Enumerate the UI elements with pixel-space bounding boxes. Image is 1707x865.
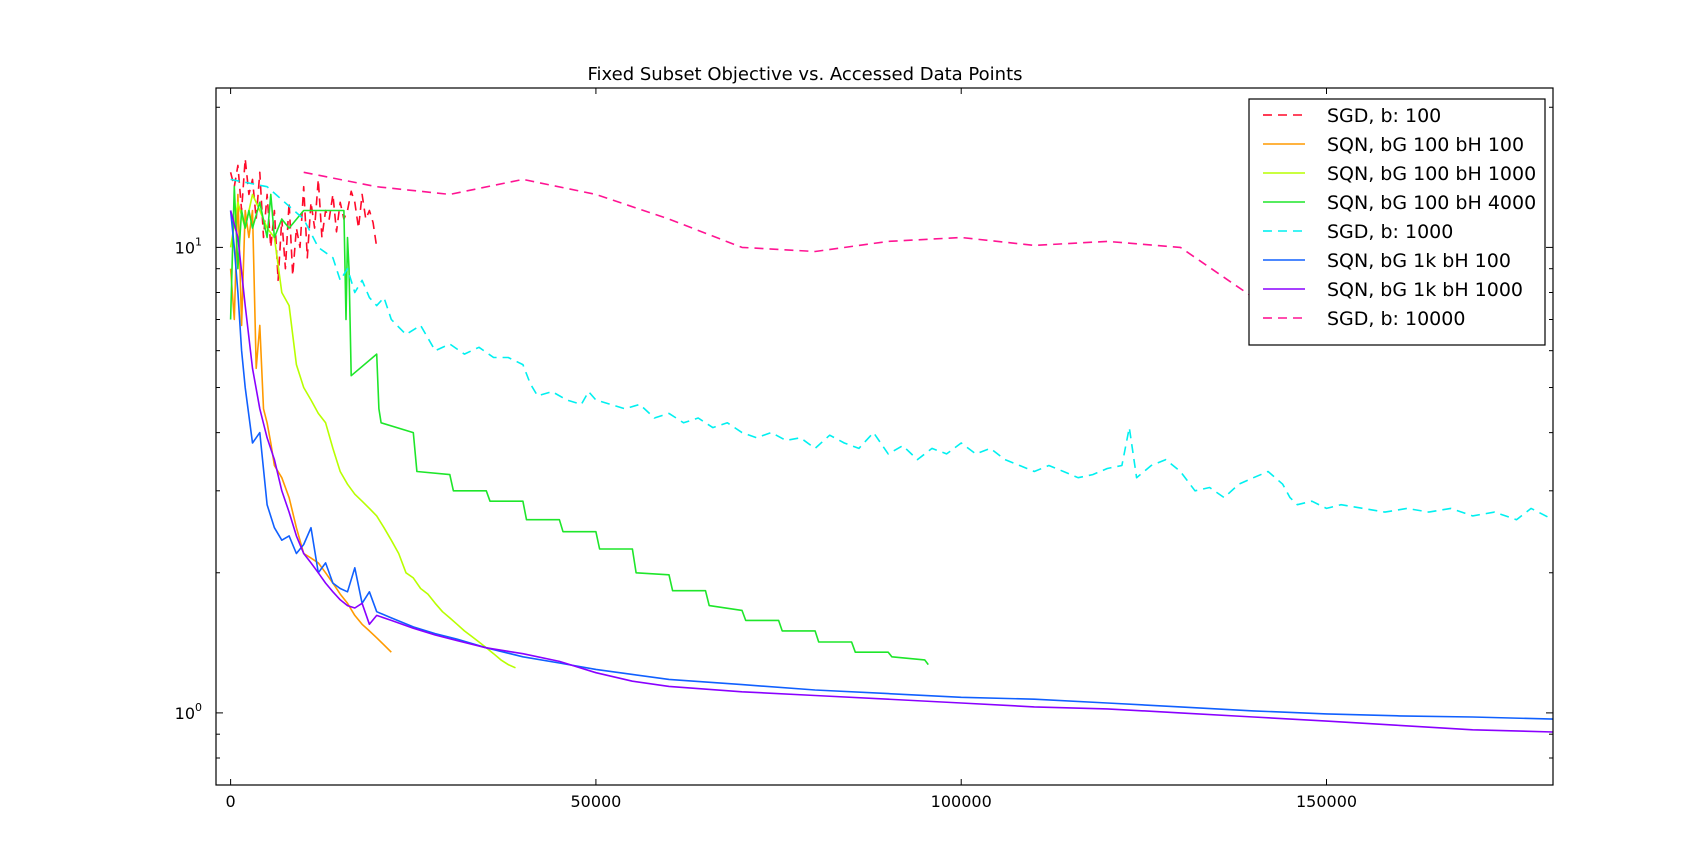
- series-line: [229, 210, 1553, 720]
- series-line: [229, 193, 392, 653]
- series-line: [229, 158, 378, 282]
- legend-label: SQN, bG 100 bH 4000: [1327, 192, 1536, 214]
- series-line: [229, 193, 516, 669]
- x-tick-label: 0: [226, 792, 236, 811]
- plot-frame: [215, 87, 1554, 786]
- legend-label: SGD, b: 100: [1327, 105, 1441, 127]
- legend-label: SGD, b: 1000: [1327, 221, 1453, 243]
- series-line: [229, 210, 1553, 733]
- chart-title: Fixed Subset Objective vs. Accessed Data…: [587, 64, 1022, 85]
- series-line: [303, 171, 1254, 299]
- y-axis-ticks: 100 101: [175, 106, 1553, 786]
- legend-label: SGD, b: 10000: [1327, 308, 1465, 330]
- x-axis-ticks: 0 50000 100000 150000: [226, 88, 1357, 811]
- legend-label: SQN, bG 100 bH 100: [1327, 134, 1524, 156]
- legend-label: SQN, bG 100 bH 1000: [1327, 163, 1536, 185]
- legend: SGD, b: 100 SQN, bG 100 bH 100 SQN, bG 100…: [1248, 98, 1546, 346]
- legend-box: [1248, 98, 1546, 346]
- y-tick-label: 100: [175, 701, 202, 723]
- legend-label: SQN, bG 1k bH 100: [1327, 250, 1511, 272]
- x-tick-label: 100000: [931, 792, 992, 811]
- series-line: [230, 178, 1553, 521]
- series-lines: [229, 158, 1553, 733]
- x-tick-label: 50000: [570, 792, 621, 811]
- series-line: [229, 185, 929, 666]
- y-tick-label: 101: [175, 235, 202, 257]
- x-tick-label: 150000: [1296, 792, 1357, 811]
- legend-label: SQN, bG 1k bH 1000: [1327, 279, 1523, 301]
